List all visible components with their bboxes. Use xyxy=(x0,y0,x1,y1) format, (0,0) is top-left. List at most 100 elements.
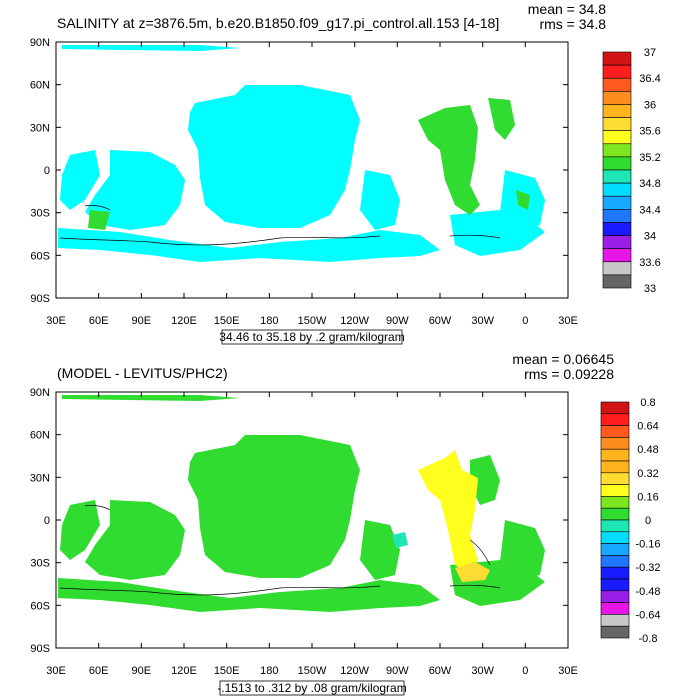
colorbar-box xyxy=(602,182,632,197)
colorbar-label: 0.32 xyxy=(637,468,658,480)
colorbar-box xyxy=(602,169,632,184)
colorbar-box xyxy=(600,625,630,639)
x-tick-label: 30E xyxy=(558,665,578,677)
map-area xyxy=(55,41,569,299)
mean-label: mean = 0.06645 xyxy=(512,351,614,367)
colorbar-box xyxy=(600,413,630,426)
y-tick-label: 60S xyxy=(30,250,50,262)
colorbar-box xyxy=(602,143,632,158)
colorbar-box xyxy=(600,531,630,544)
colorbar-box xyxy=(602,156,632,171)
colorbar-box xyxy=(600,543,630,556)
y-tick-label: 90S xyxy=(30,643,50,655)
colorbar-box xyxy=(602,104,632,118)
contour-info-box xyxy=(219,680,405,696)
colorbar-box xyxy=(600,507,630,521)
y-tick-label: 30N xyxy=(30,472,50,484)
contour-lines xyxy=(59,205,501,246)
warm-fill xyxy=(88,98,530,230)
colorbar-box xyxy=(602,274,632,289)
colorbar-box xyxy=(602,77,632,92)
y-tick-label: 90N xyxy=(30,387,50,399)
colorbar-box xyxy=(600,555,630,568)
y-tick-label: 90S xyxy=(30,293,50,305)
rms-label: rms = 34.8 xyxy=(539,16,606,32)
y-tick-label: 90N xyxy=(30,37,50,49)
colorbar-box xyxy=(600,425,630,438)
x-tick-label: 150E xyxy=(214,315,240,327)
colorbar: 0.8 0.64 0.48 0.32 0.16 0 -0.16 -0.32 -0.48 -0.64… xyxy=(600,397,661,645)
x-tick-label: 30E xyxy=(558,315,578,327)
colorbar-box xyxy=(602,235,632,249)
colorbar-box xyxy=(600,496,630,509)
colorbar-box xyxy=(602,209,632,223)
x-tick-label: 180 xyxy=(260,315,278,327)
x-tick-label: 180 xyxy=(260,665,278,677)
colorbar-box xyxy=(602,195,632,210)
colorbar-box xyxy=(600,448,630,462)
colorbar-box xyxy=(600,460,630,474)
colorbar-label: 0 xyxy=(645,515,651,527)
colorbar-box xyxy=(602,222,632,236)
colorbar-box xyxy=(602,248,632,263)
axes: 90N 60N 30N 0 30S 60S 90S 30E 60E 90E 120E 150E 180 1… xyxy=(30,37,578,327)
colorbar-label: 35.2 xyxy=(639,152,660,164)
x-tick-label: 90W xyxy=(386,315,409,327)
colorbar-box xyxy=(602,64,632,79)
colorbar-box xyxy=(602,261,632,276)
x-tick-label: 150W xyxy=(298,315,327,327)
colorbar-box xyxy=(602,117,632,131)
x-tick-label: 120E xyxy=(171,315,197,327)
colorbar-box xyxy=(602,91,632,105)
x-tick-label: 120W xyxy=(340,315,369,327)
colorbar-label: -0.48 xyxy=(635,586,660,598)
colorbar-box xyxy=(600,472,630,485)
contour-info-box xyxy=(221,329,403,345)
colorbar-box xyxy=(600,602,630,615)
contour-lines xyxy=(59,505,501,596)
x-tick-label: 30W xyxy=(471,315,494,327)
y-tick-label: 30S xyxy=(30,208,50,220)
colorbar-box xyxy=(600,614,630,627)
x-tick-label: 0 xyxy=(522,665,528,677)
contour-info: 34.46 to 35.18 by .2 gram/kilogram xyxy=(219,330,404,344)
colorbar-box xyxy=(602,130,632,145)
colorbar-label: 36.4 xyxy=(639,73,660,85)
panel-title: SALINITY at z=3876.5m, b.e20.B1850.f09_g… xyxy=(57,15,499,31)
x-tick-label: 150E xyxy=(214,665,240,677)
colorbar-label: 34.8 xyxy=(639,178,660,190)
colorbar-label: 0.64 xyxy=(637,421,658,433)
x-tick-label: 0 xyxy=(522,315,528,327)
yellow-fill xyxy=(418,450,478,575)
colorbar-label: 34.4 xyxy=(639,204,660,216)
y-tick-label: 0 xyxy=(44,165,50,177)
x-tick-label: 90W xyxy=(386,665,409,677)
x-tick-label: 30E xyxy=(46,315,66,327)
x-tick-label: 60W xyxy=(429,315,452,327)
colorbar-label: 36 xyxy=(644,99,656,111)
y-tick-label: 60N xyxy=(30,430,50,442)
colorbar-box xyxy=(600,590,630,603)
colorbar-box xyxy=(600,578,630,592)
axes: 90N 60N 30N 0 30S 60S 90S 30E 60E 90E 120E 150E 180 1… xyxy=(30,387,578,677)
colorbar-label: 34 xyxy=(644,231,656,243)
colorbar-label: 0.16 xyxy=(637,491,658,503)
orange-fill xyxy=(455,562,490,582)
x-tick-label: 60E xyxy=(89,665,109,677)
colorbar-box xyxy=(600,437,630,450)
x-tick-label: 120W xyxy=(340,665,369,677)
y-tick-label: 60S xyxy=(30,600,50,612)
x-tick-label: 150W xyxy=(298,665,327,677)
panel-difference: (MODEL - LEVITUS/PHC2) mean = 0.06645 rm… xyxy=(30,351,661,696)
colorbar-box xyxy=(600,484,630,497)
x-tick-label: 90E xyxy=(132,315,152,327)
colorbar-label: 0.48 xyxy=(637,444,658,456)
mean-label: mean = 34.8 xyxy=(528,1,606,17)
y-tick-label: 30S xyxy=(30,558,50,570)
map-area xyxy=(55,391,569,649)
colorbar-label: 33 xyxy=(644,283,656,295)
colorbar-box xyxy=(600,401,630,415)
colorbar-label: -0.64 xyxy=(635,609,660,621)
x-tick-label: 60E xyxy=(89,315,109,327)
